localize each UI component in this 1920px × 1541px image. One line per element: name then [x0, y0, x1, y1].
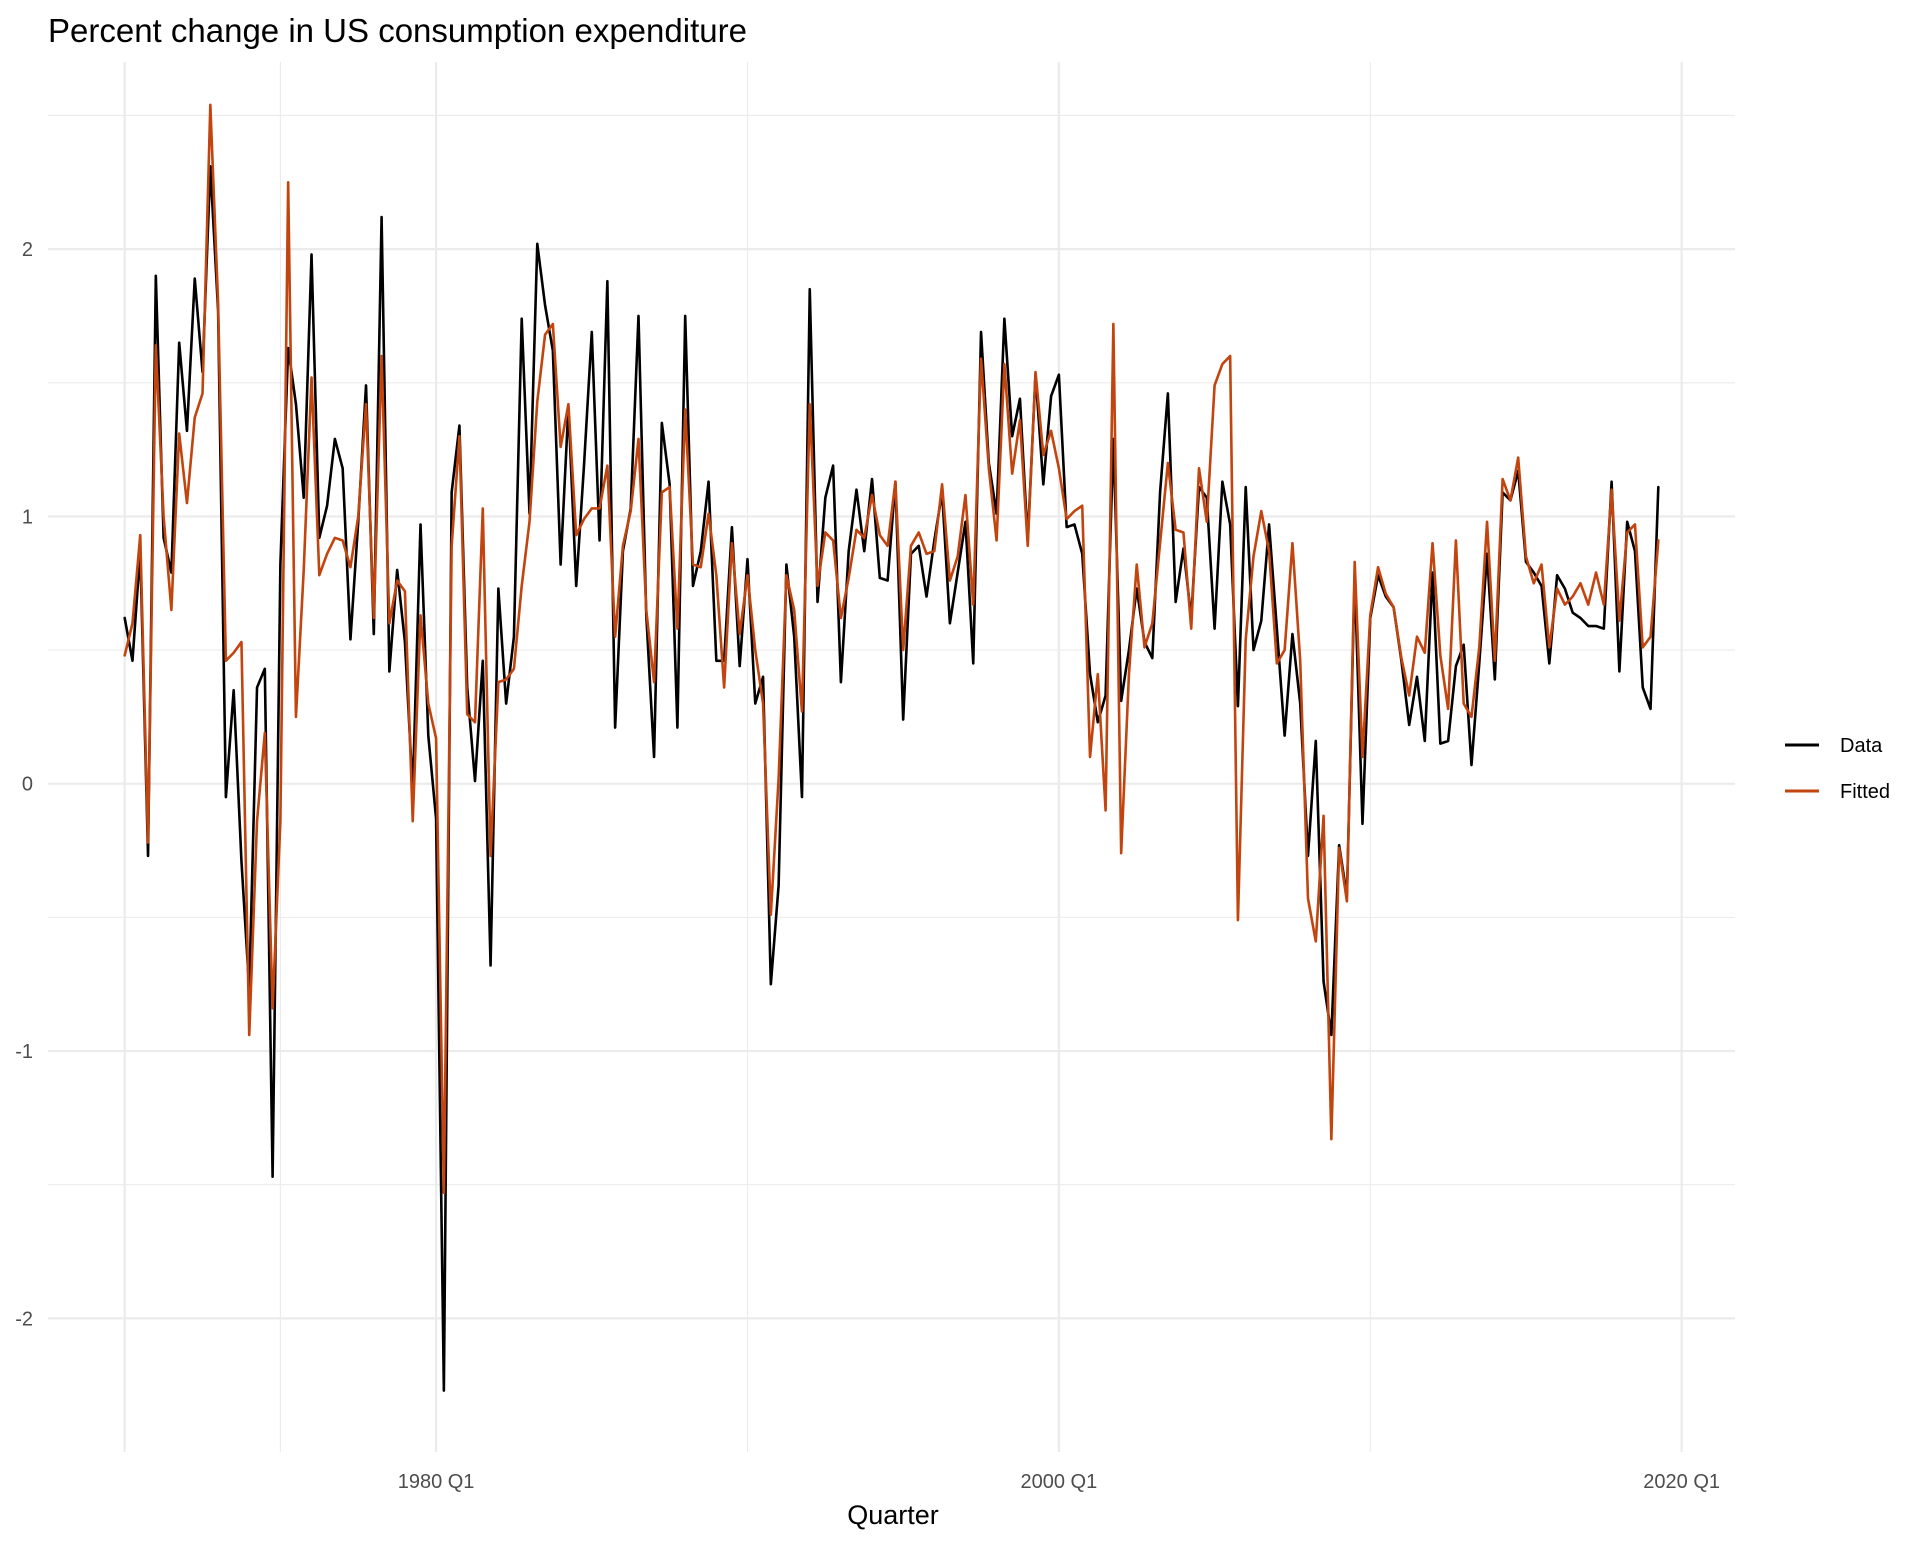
legend-label-data: Data [1840, 735, 1883, 757]
x-axis-tick-labels: 1980 Q1 2000 Q1 2020 Q1 [398, 1471, 1720, 1493]
series-line-fitted [123, 103, 1660, 1195]
y-tick-label: -1 [15, 1041, 33, 1063]
y-axis-tick-labels: -2 -1 0 1 2 [15, 239, 33, 1330]
x-tick-label: 2000 Q1 [1021, 1471, 1098, 1493]
legend: Data Fitted [1785, 735, 1890, 803]
series-line-data [123, 164, 1660, 1392]
y-tick-label: -2 [15, 1308, 33, 1330]
legend-item-fitted: Fitted [1785, 781, 1890, 803]
chart-title: Percent change in US consumption expendi… [48, 12, 747, 49]
legend-item-data: Data [1785, 735, 1883, 757]
series-layer [123, 103, 1660, 1392]
x-axis-label: Quarter [847, 1500, 939, 1530]
legend-label-fitted: Fitted [1840, 781, 1890, 803]
x-tick-label: 1980 Q1 [398, 1471, 475, 1493]
y-tick-label: 2 [22, 239, 33, 261]
y-tick-label: 0 [22, 774, 33, 796]
x-tick-label: 2020 Q1 [1643, 1471, 1720, 1493]
y-tick-label: 1 [22, 506, 33, 528]
